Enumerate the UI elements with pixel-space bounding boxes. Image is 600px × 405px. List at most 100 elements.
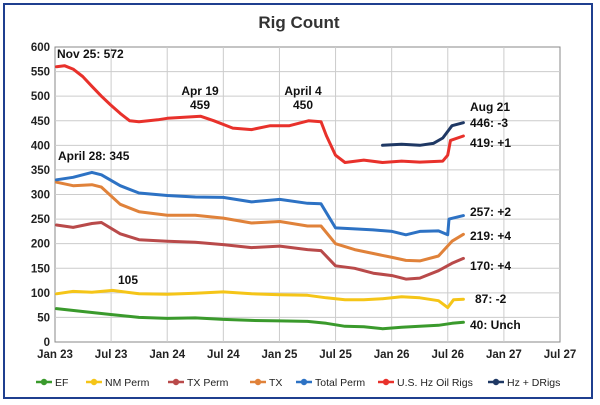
- legend-marker: [254, 378, 262, 386]
- legend-label: Total Perm: [315, 377, 365, 389]
- data-point-tx-perm: [166, 240, 169, 243]
- data-point-ef: [381, 327, 384, 330]
- data-point-u-s-hz-oil-rigs: [449, 139, 452, 142]
- data-point-total-perm: [222, 196, 225, 199]
- data-point-tx-perm: [334, 264, 337, 267]
- data-point-total-perm: [306, 202, 309, 205]
- data-point-u-s-hz-oil-rigs: [119, 112, 122, 115]
- data-point-tx: [55, 181, 58, 184]
- annotation-hz-oil-value: 419: +1: [470, 136, 511, 150]
- data-point-tx: [306, 224, 309, 228]
- legend-label: TX: [269, 377, 282, 389]
- legend-item-tx: TX: [250, 377, 282, 389]
- x-tick-label: Jan 23: [37, 349, 73, 361]
- data-point-ef: [450, 322, 454, 325]
- data-point-total-perm: [137, 191, 141, 195]
- data-point-u-s-hz-oil-rigs: [71, 67, 75, 71]
- data-point-tx: [71, 184, 75, 187]
- data-point-ef: [437, 324, 440, 327]
- data-point-u-s-hz-oil-rigs: [109, 103, 112, 107]
- data-point-total-perm: [55, 178, 58, 181]
- data-point-total-perm: [353, 227, 356, 231]
- y-tick-label: 600: [31, 42, 50, 54]
- y-tick-label: 150: [31, 263, 50, 275]
- annotation-apr19-value: 459: [190, 98, 210, 112]
- data-point-nm-perm: [194, 292, 197, 295]
- data-point-u-s-hz-oil-rigs: [199, 115, 202, 118]
- data-point-tx: [119, 203, 122, 206]
- data-point-ef: [325, 322, 328, 325]
- data-point-total-perm: [71, 176, 75, 179]
- data-point-tx: [250, 221, 253, 225]
- data-point-tx-perm: [222, 243, 225, 246]
- legend-item-tx-perm: TX Perm: [168, 377, 229, 389]
- data-point-tx: [450, 240, 454, 243]
- data-point-ef: [194, 316, 197, 320]
- data-point-u-s-hz-oil-rigs: [81, 75, 84, 78]
- legend-label: EF: [55, 377, 68, 389]
- data-point-tx-perm: [462, 257, 465, 260]
- data-point-tx: [334, 242, 337, 245]
- data-point-u-s-hz-oil-rigs: [63, 64, 66, 67]
- legend-marker: [492, 378, 500, 386]
- y-tick-label: 100: [31, 288, 50, 300]
- data-point-tx-perm: [372, 272, 375, 275]
- data-point-total-perm: [390, 230, 394, 233]
- annotation-apr4-value: 450: [293, 98, 313, 112]
- x-tick-label: Jul 23: [95, 349, 128, 361]
- series-line-u-s-hz-oil-rigs: [55, 64, 465, 164]
- data-point-hz-drigs: [450, 124, 454, 127]
- y-tick-label: 400: [31, 140, 50, 152]
- data-point-u-s-hz-oil-rigs: [307, 119, 310, 123]
- series-lines: [55, 64, 465, 331]
- data-point-u-s-hz-oil-rigs: [441, 159, 444, 163]
- data-point-nm-perm: [71, 290, 75, 293]
- data-point-total-perm: [404, 233, 408, 236]
- data-point-tx-perm: [137, 238, 141, 241]
- data-point-nm-perm: [452, 298, 455, 301]
- data-point-u-s-hz-oil-rigs: [418, 160, 421, 164]
- data-point-nm-perm: [437, 299, 440, 302]
- chart-title: Rig Count: [258, 13, 340, 32]
- data-point-u-s-hz-oil-rigs: [334, 154, 337, 157]
- data-point-hz-drigs: [381, 144, 384, 147]
- data-point-ef: [55, 307, 58, 310]
- data-point-u-s-hz-oil-rigs: [362, 158, 365, 162]
- y-tick-label: 550: [31, 67, 50, 79]
- data-point-total-perm: [119, 184, 122, 187]
- data-point-tx-perm: [437, 269, 440, 272]
- data-point-tx-perm: [71, 226, 75, 229]
- data-point-u-s-hz-oil-rigs: [156, 118, 159, 122]
- data-point-u-s-hz-oil-rigs: [212, 119, 216, 123]
- data-point-nm-perm: [166, 293, 169, 296]
- annotation-nov25: Nov 25: 572: [57, 47, 124, 61]
- data-point-tx-perm: [418, 276, 421, 280]
- data-point-hz-drigs: [418, 144, 421, 147]
- data-point-ef: [362, 325, 365, 328]
- data-point-total-perm: [372, 228, 375, 232]
- legend-marker: [90, 378, 98, 386]
- data-point-total-perm: [437, 229, 440, 233]
- data-point-total-perm: [278, 198, 281, 201]
- data-point-u-s-hz-oil-rigs: [400, 159, 403, 163]
- data-point-tx-perm: [194, 241, 197, 244]
- x-tick-label: Jul 25: [319, 349, 352, 361]
- y-axis-ticks: 0 50 100 150 200 250 300 350 400 450 500 550 600: [31, 42, 50, 349]
- x-tick-label: Jan 27: [486, 349, 522, 361]
- data-point-tx: [100, 185, 103, 189]
- data-point-tx: [462, 233, 465, 236]
- legend-item-nm-perm: NM Perm: [86, 377, 150, 389]
- y-tick-label: 450: [31, 116, 50, 128]
- data-point-nm-perm: [400, 295, 403, 298]
- legend-marker: [300, 378, 308, 386]
- data-point-tx: [372, 252, 375, 255]
- data-point-u-s-hz-oil-rigs: [100, 95, 103, 98]
- data-point-u-s-hz-oil-rigs: [250, 128, 253, 131]
- data-point-ef: [137, 316, 141, 319]
- y-tick-label: 0: [44, 337, 50, 349]
- data-point-tx-perm: [353, 267, 356, 270]
- legend-item-u-s-hz-oil-rigs: U.S. Hz Oil Rigs: [378, 377, 473, 389]
- data-point-hz-drigs: [432, 142, 435, 145]
- annotation-apr28: April 28: 345: [58, 149, 130, 163]
